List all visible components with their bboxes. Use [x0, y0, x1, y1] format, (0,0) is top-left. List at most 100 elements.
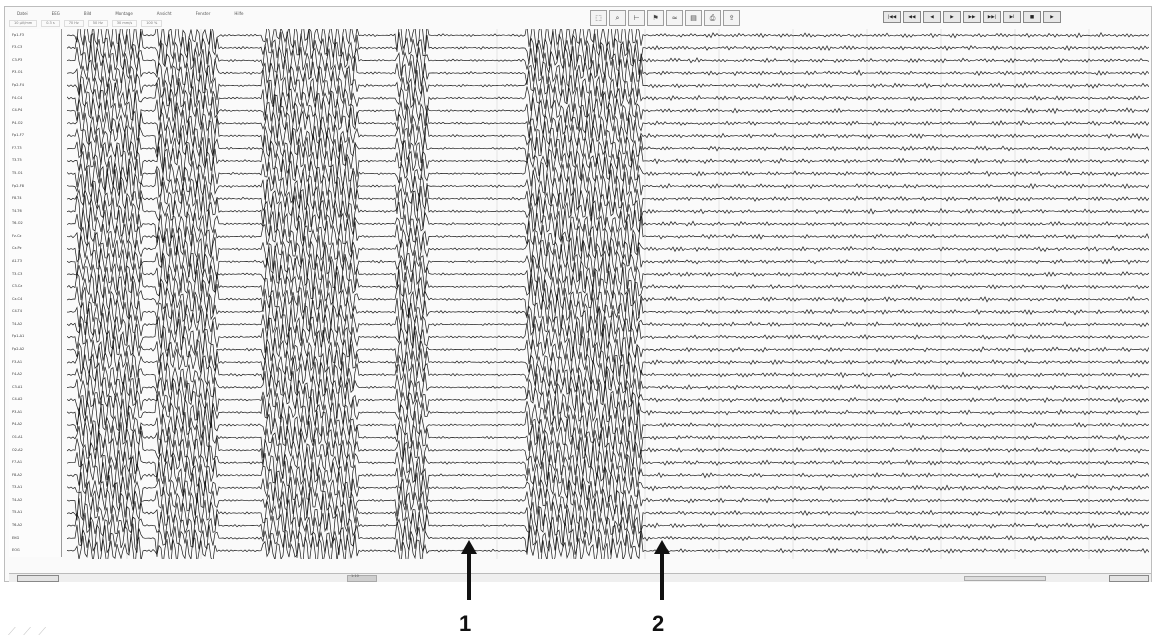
eeg-trace [67, 29, 1149, 67]
playback-button-3[interactable]: ▶ [943, 11, 961, 23]
channel-label: T3-C3 [12, 271, 23, 276]
playback-button-0[interactable]: |◀◀ [883, 11, 901, 23]
eeg-trace [67, 405, 1149, 447]
menu-item-5[interactable]: Fenster [195, 10, 211, 16]
eeg-trace-area[interactable] [67, 29, 1149, 559]
menu-bar: Datei EEG Bild Montage Ansicht Fenster Hilfe [5, 7, 1151, 19]
playback-button-8[interactable]: ▶ [1043, 11, 1061, 23]
horizontal-scrollbar[interactable]: 1:10 [9, 573, 1151, 582]
channel-label: C3-Cz [12, 284, 23, 289]
channel-label: F7-A1 [12, 460, 23, 465]
channel-label: Cz-Pz [12, 246, 22, 251]
eeg-trace [67, 267, 1149, 306]
corner-watermark: ⟋ ⟋ ⟋ [8, 625, 49, 638]
channel-label: P4-O2 [12, 120, 23, 125]
info-field-4[interactable]: 30 mm/s [111, 19, 138, 27]
channel-label: Fp2-F4 [12, 83, 24, 88]
channel-label: O1-A1 [12, 435, 23, 440]
eeg-trace [67, 165, 1149, 208]
eeg-trace [67, 80, 1149, 119]
print-icon[interactable]: ⎙ [704, 10, 721, 26]
eeg-trace [67, 506, 1149, 548]
select-icon[interactable]: ⬚ [590, 10, 607, 26]
arrow-2-icon [654, 540, 670, 600]
menu-item-6[interactable]: Hilfe [234, 10, 244, 16]
channel-label: F3-C3 [12, 45, 23, 50]
marker-icon[interactable]: ⚑ [647, 10, 664, 26]
toolbar-tools: ⬚ ⌕ ⊢ ⚑ ≈ ▤ ⎙ ⇪ [590, 8, 740, 28]
eeg-trace [67, 520, 1149, 558]
eeg-trace [67, 38, 1149, 78]
menu-item-3[interactable]: Montage [115, 10, 133, 16]
eeg-trace [67, 190, 1149, 232]
channel-label: F3-A1 [12, 359, 23, 364]
eeg-trace [67, 130, 1149, 170]
channel-label: F8-A2 [12, 472, 23, 477]
channel-label: T3-A1 [12, 485, 23, 490]
page-back-button[interactable] [17, 575, 59, 582]
eeg-trace [67, 104, 1149, 144]
menu-item-4[interactable]: Ansicht [156, 10, 172, 16]
playback-button-5[interactable]: ▶▶| [983, 11, 1001, 23]
zoom-icon[interactable]: ⌕ [609, 10, 626, 26]
channel-label: T5-A1 [12, 510, 23, 515]
eeg-trace [67, 67, 1149, 107]
eeg-trace [67, 430, 1149, 472]
info-field-3[interactable]: 50 Hz [87, 19, 108, 27]
playback-button-4[interactable]: ▶▶ [963, 11, 981, 23]
page-forward-button[interactable] [1109, 575, 1149, 582]
eeg-trace [67, 303, 1149, 345]
filter-icon[interactable]: ≈ [666, 10, 683, 26]
channel-label: O2-A2 [12, 447, 23, 452]
channel-label: T5-O1 [12, 171, 23, 176]
channel-label: C4-T4 [12, 309, 22, 314]
channel-label: A1-T3 [12, 259, 22, 264]
playback-button-1[interactable]: ◀◀ [903, 11, 921, 23]
channel-label: Fp2-F8 [12, 183, 24, 188]
eeg-trace [67, 240, 1149, 281]
menu-item-1[interactable]: EEG [51, 10, 60, 16]
eeg-trace [67, 415, 1149, 458]
channel-label: Fp2-A2 [12, 347, 25, 352]
eeg-trace [67, 441, 1149, 485]
channel-label: T6-A2 [12, 523, 23, 528]
info-field-0[interactable]: 10 µV/mm [9, 19, 38, 27]
channel-label: F8-T4 [12, 196, 22, 201]
channel-label: Fp1-A1 [12, 334, 25, 339]
eeg-trace [67, 90, 1149, 132]
export-icon[interactable]: ⇪ [723, 10, 740, 26]
playback-button-7[interactable]: ■ [1023, 11, 1041, 23]
info-field-1[interactable]: 0.3 s [41, 19, 60, 27]
eeg-trace [67, 254, 1149, 295]
eeg-trace [67, 392, 1149, 431]
info-field-2[interactable]: 70 Hz [63, 19, 84, 27]
channel-label: Fp1-F3 [12, 32, 24, 37]
eeg-trace [67, 115, 1149, 157]
menu-item-2[interactable]: Bild [83, 10, 92, 16]
menu-item-0[interactable]: Datei [17, 10, 28, 16]
playback-button-6[interactable]: ▶I [1003, 11, 1021, 23]
gain-slider[interactable] [964, 576, 1046, 581]
measure-icon[interactable]: ⊢ [628, 10, 645, 26]
channel-label: P4-A2 [12, 422, 23, 427]
eeg-trace [67, 29, 1149, 57]
annotation-label-2: 2 [652, 611, 665, 636]
montage-icon[interactable]: ▤ [685, 10, 702, 26]
channel-label: C4-A2 [12, 397, 23, 402]
channel-label: T4-A2 [12, 321, 23, 326]
eeg-trace [67, 454, 1149, 495]
info-bar: 10 µV/mm 0.3 s 70 Hz 50 Hz 30 mm/s 100 % [5, 19, 1151, 27]
playback-button-2[interactable]: ◀ [923, 11, 941, 23]
scroll-thumb[interactable] [347, 575, 377, 582]
channel-label: C3-P3 [12, 57, 23, 62]
eeg-trace [67, 326, 1149, 370]
arrow-1-icon [461, 540, 477, 600]
channel-label: T3-T5 [12, 158, 22, 163]
channel-label: C3-A1 [12, 384, 23, 389]
channel-label: Fp1-F7 [12, 133, 24, 138]
channel-label: Cz-C4 [12, 296, 23, 301]
eeg-trace [67, 179, 1149, 220]
info-field-5[interactable]: 100 % [141, 19, 163, 27]
eeg-trace [67, 466, 1149, 505]
eeg-trace [67, 340, 1149, 383]
